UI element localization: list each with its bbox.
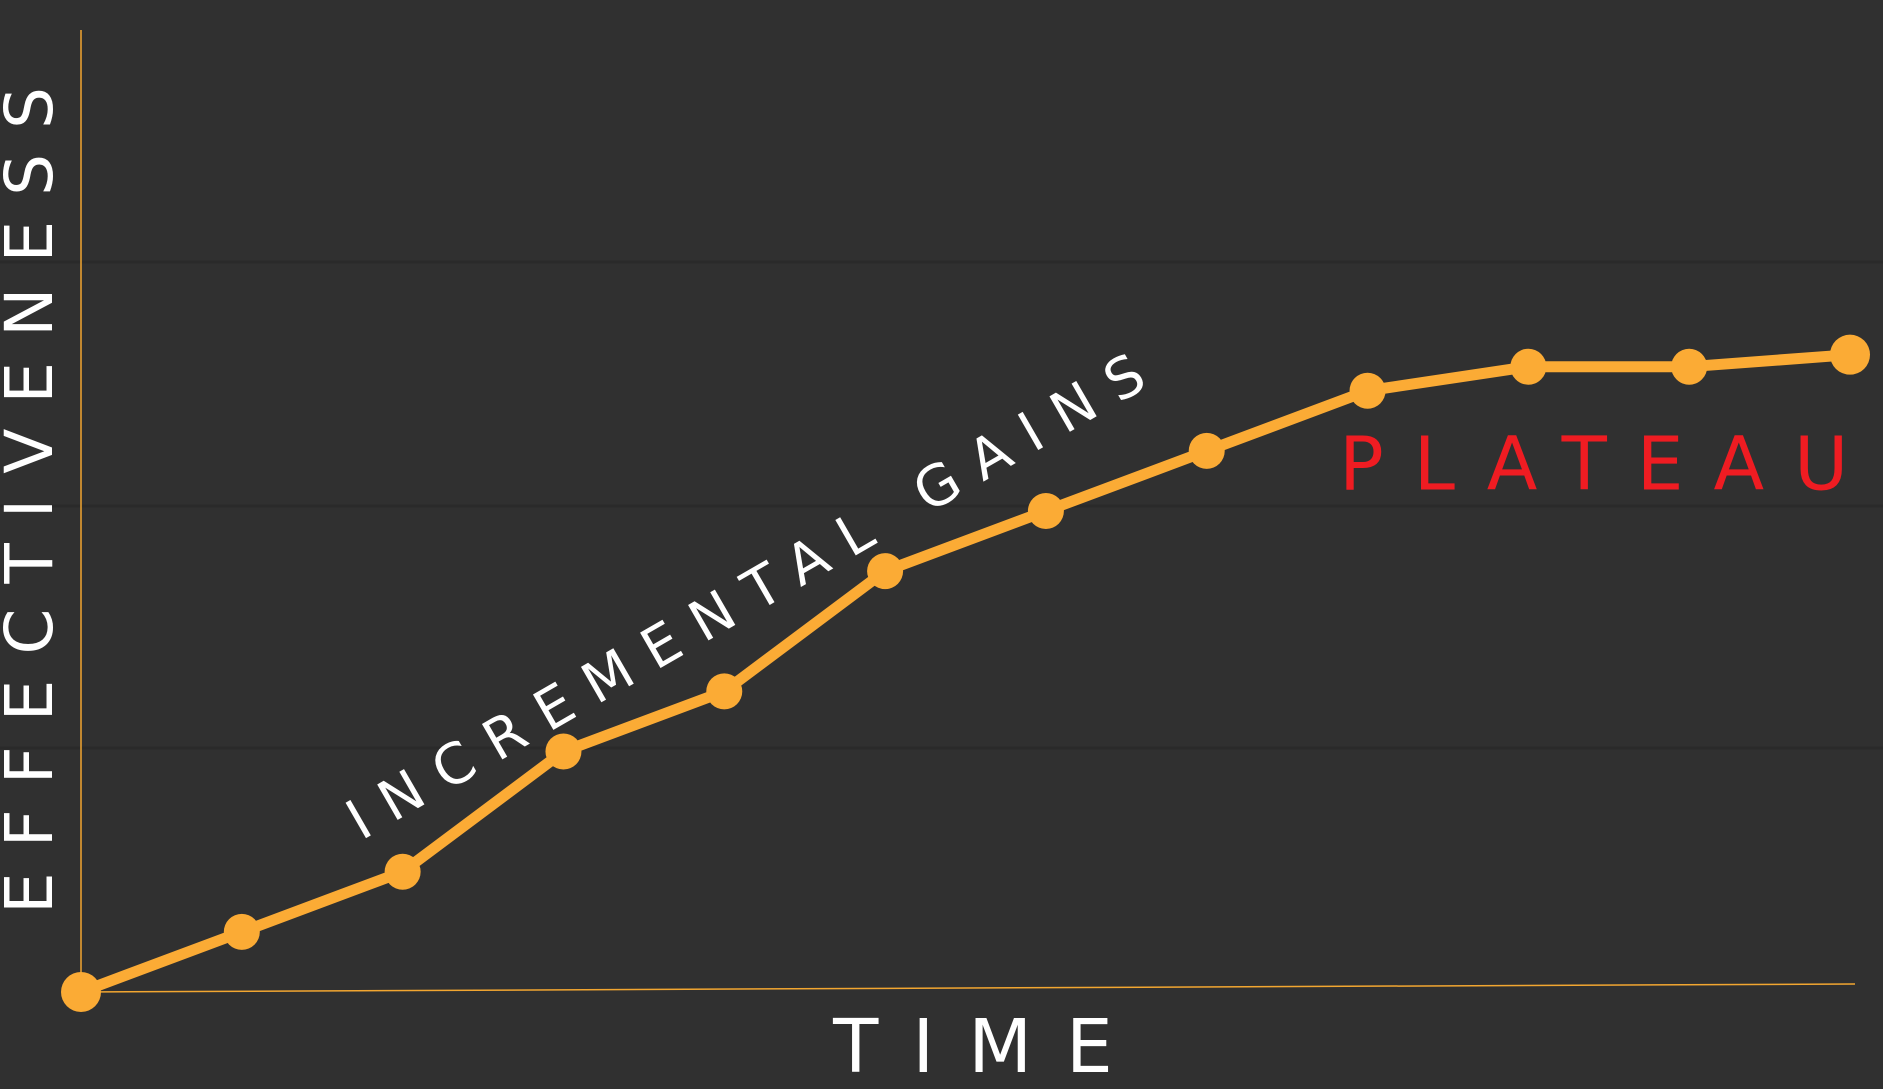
data-point (1349, 372, 1386, 409)
annotation-plateau: PLATEAU (1339, 421, 1878, 507)
data-point (1027, 493, 1064, 529)
data-point (1510, 348, 1547, 385)
data-point (706, 673, 743, 710)
data-point (1830, 334, 1870, 375)
data-point (384, 853, 421, 890)
data-point (223, 913, 260, 950)
data-point (61, 972, 101, 1012)
data-point (545, 733, 582, 770)
x-axis-title: TIME (832, 1004, 1147, 1089)
x-axis-line (80, 983, 1856, 993)
data-point (1671, 348, 1708, 385)
series-group (61, 334, 1870, 1012)
gridlines (0, 260, 1883, 750)
data-point (1188, 432, 1225, 469)
annotations: INCREMENTAL GAINS PLATEAU (336, 332, 1878, 853)
data-point (867, 553, 904, 590)
y-axis-title: EFFECTIVENESS (0, 62, 68, 914)
series-line (75, 349, 1856, 998)
annotation-incremental-gains: INCREMENTAL GAINS (336, 332, 1174, 853)
